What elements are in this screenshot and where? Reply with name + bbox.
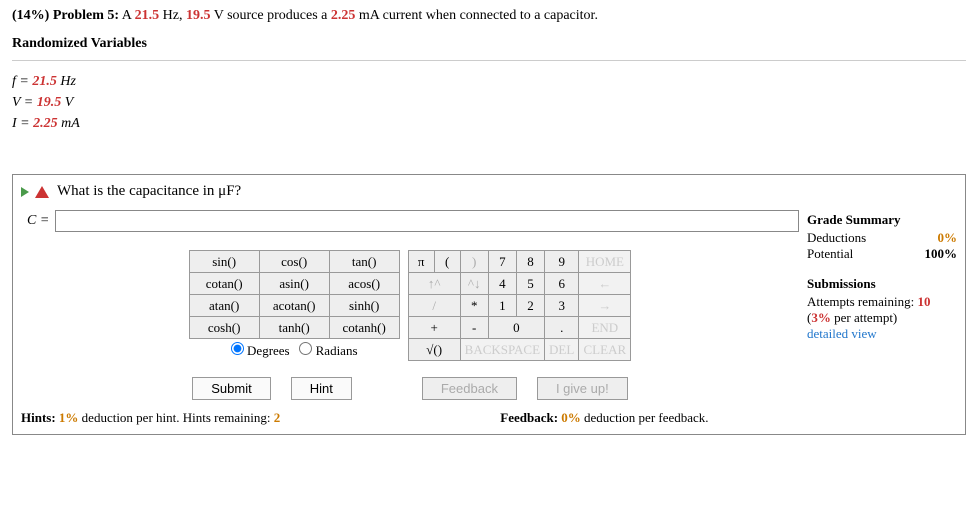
degrees-radio[interactable]: Degrees [231, 343, 290, 358]
feedback-info: Feedback: 0% deduction per feedback. [500, 410, 708, 426]
warning-icon [35, 186, 49, 198]
key-sin[interactable]: sin() [189, 251, 259, 273]
key-asin[interactable]: asin() [259, 273, 329, 295]
key-right[interactable]: → [579, 295, 631, 317]
numeric-keys: π ( ) 7 8 9 HOME ↑^ ^↓ 4 5 6 ← [408, 250, 632, 361]
key-8[interactable]: 8 [516, 251, 544, 273]
key-slash[interactable]: / [408, 295, 460, 317]
key-9[interactable]: 9 [545, 251, 579, 273]
answer-input[interactable] [55, 210, 799, 232]
key-plus[interactable]: + [408, 317, 460, 339]
key-cotanh[interactable]: cotanh() [329, 317, 399, 339]
keypad: sin() cos() tan() cotan() asin() acos() … [21, 250, 799, 361]
sidebar: Grade Summary Deductions0% Potential100%… [807, 210, 957, 426]
key-atan[interactable]: atan() [189, 295, 259, 317]
key-acos[interactable]: acos() [329, 273, 399, 295]
function-keys: sin() cos() tan() cotan() asin() acos() … [189, 250, 400, 361]
key-cosh[interactable]: cosh() [189, 317, 259, 339]
detailed-view-link[interactable]: detailed view [807, 326, 957, 342]
question-text: What is the capacitance in μF? [57, 183, 241, 200]
key-0[interactable]: 0 [488, 317, 544, 339]
grade-summary-title: Grade Summary [807, 212, 957, 228]
key-end[interactable]: END [579, 317, 631, 339]
key-up[interactable]: ↑^ [408, 273, 460, 295]
per-attempt: (3% per attempt) [807, 310, 957, 326]
key-tanh[interactable]: tanh() [259, 317, 329, 339]
feedback-button[interactable]: Feedback [422, 377, 517, 400]
question-panel: What is the capacitance in μF? C = sin()… [12, 174, 966, 435]
hints-info: Hints: 1% deduction per hint. Hints rema… [21, 410, 280, 426]
key-star[interactable]: * [460, 295, 488, 317]
attempts-remaining: Attempts remaining: 10 [807, 294, 957, 310]
key-left[interactable]: ← [579, 273, 631, 295]
key-backspace[interactable]: BACKSPACE [460, 339, 544, 361]
expand-icon[interactable] [21, 187, 29, 197]
key-cos[interactable]: cos() [259, 251, 329, 273]
submissions-title: Submissions [807, 276, 957, 292]
problem-percent: (14%) [12, 8, 49, 23]
v-value: 19.5 [186, 8, 211, 23]
key-lparen[interactable]: ( [434, 251, 460, 273]
key-minus[interactable]: - [460, 317, 488, 339]
key-home[interactable]: HOME [579, 251, 631, 273]
randomized-title: Randomized Variables [12, 36, 966, 52]
key-acotan[interactable]: acotan() [259, 295, 329, 317]
key-5[interactable]: 5 [516, 273, 544, 295]
giveup-button[interactable]: I give up! [537, 377, 628, 400]
key-3[interactable]: 3 [545, 295, 579, 317]
variables-block: f = 21.5 Hz V = 19.5 V I = 2.25 mA [12, 71, 966, 134]
key-clear[interactable]: CLEAR [579, 339, 631, 361]
i-value: 2.25 [331, 8, 356, 23]
key-2[interactable]: 2 [516, 295, 544, 317]
mode-row: Degrees Radians [189, 339, 399, 361]
answer-label: C = [21, 213, 49, 229]
key-sinh[interactable]: sinh() [329, 295, 399, 317]
problem-header: (14%) Problem 5: A 21.5 Hz, 19.5 V sourc… [12, 8, 966, 24]
key-1[interactable]: 1 [488, 295, 516, 317]
key-cotan[interactable]: cotan() [189, 273, 259, 295]
key-down[interactable]: ^↓ [460, 273, 488, 295]
key-tan[interactable]: tan() [329, 251, 399, 273]
problem-label: Problem 5: [53, 8, 119, 23]
key-rparen[interactable]: ) [460, 251, 488, 273]
key-6[interactable]: 6 [545, 273, 579, 295]
key-del[interactable]: DEL [545, 339, 579, 361]
divider [12, 60, 966, 61]
radians-radio[interactable]: Radians [299, 343, 357, 358]
key-pi[interactable]: π [408, 251, 434, 273]
key-sqrt[interactable]: √() [408, 339, 460, 361]
key-dot[interactable]: . [545, 317, 579, 339]
key-4[interactable]: 4 [488, 273, 516, 295]
submit-button[interactable]: Submit [192, 377, 270, 400]
f-value: 21.5 [135, 8, 160, 23]
key-7[interactable]: 7 [488, 251, 516, 273]
hint-button[interactable]: Hint [291, 377, 352, 400]
